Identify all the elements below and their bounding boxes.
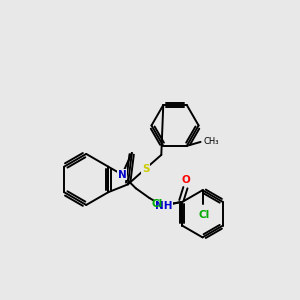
Text: S: S bbox=[142, 164, 149, 174]
Text: NH: NH bbox=[154, 201, 172, 211]
Text: Cl: Cl bbox=[199, 210, 210, 220]
Text: N: N bbox=[118, 169, 126, 179]
Text: O: O bbox=[182, 176, 190, 185]
Text: Cl: Cl bbox=[151, 199, 163, 209]
Text: CH₃: CH₃ bbox=[203, 137, 219, 146]
